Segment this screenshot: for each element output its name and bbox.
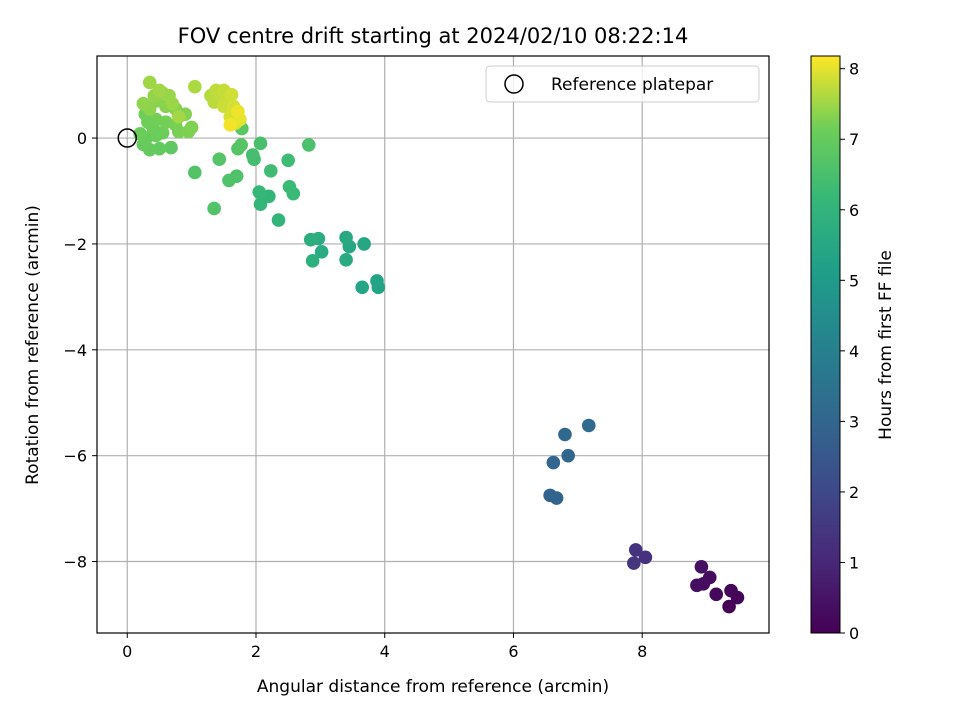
x-axis-label: Angular distance from reference (arcmin) [257, 677, 609, 697]
data-point-9 [628, 543, 643, 557]
legend: Reference platepar [485, 65, 760, 103]
data-point-28 [271, 213, 286, 227]
x-tick-label-1: 2 [251, 642, 261, 661]
y-tick-label-2: −4 [63, 341, 87, 360]
x-tick-label-0: 0 [122, 642, 132, 661]
colorbar-ticks: 0 1 2 3 4 5 6 7 8 [840, 60, 859, 643]
chart-title: FOV centre drift starting at 2024/02/10 … [178, 24, 689, 48]
colorbar-tick-label-6: 6 [849, 201, 859, 220]
colorbar-tick-label-8: 8 [849, 60, 859, 79]
data-point-77 [171, 110, 186, 124]
plot-frame [96, 55, 770, 634]
data-point-16 [581, 418, 596, 433]
data-point-33 [282, 179, 297, 194]
data-point-23 [339, 253, 353, 267]
y-tick-label-1: −2 [63, 235, 87, 254]
data-point-70 [136, 96, 151, 111]
data-point-75 [142, 75, 157, 90]
colorbar-tick-label-7: 7 [849, 130, 859, 149]
data-point-64 [184, 120, 199, 135]
data-point-10 [627, 556, 641, 570]
data-point-44 [212, 152, 227, 167]
data-point-13 [546, 455, 561, 470]
colorbar-tick-label-0: 0 [849, 624, 859, 643]
data-point-12 [549, 491, 564, 505]
data-point-34 [281, 153, 295, 168]
data-point-38 [253, 136, 268, 151]
data-point-14 [561, 448, 575, 463]
colorbar-tick-label-3: 3 [849, 412, 859, 431]
data-point-43 [188, 165, 202, 180]
y-axis-label: Rotation from reference (arcmin) [23, 205, 43, 485]
data-point-92 [223, 118, 238, 132]
y-tick-label-3: −6 [63, 447, 87, 466]
colorbar-tick-label-1: 1 [849, 553, 859, 572]
data-point-7 [694, 560, 709, 574]
colorbar-tick-label-2: 2 [849, 483, 859, 502]
data-point-41 [222, 173, 236, 188]
grid-lines [97, 56, 769, 633]
data-point-42 [207, 201, 221, 216]
data-point-22 [339, 230, 353, 245]
data-point-15 [558, 427, 572, 442]
data-point-30 [253, 197, 268, 212]
colorbar-label: Hours from first FF file [876, 250, 896, 440]
legend-entry-reference: Reference platepar [551, 75, 713, 95]
data-point-26 [303, 232, 318, 247]
data-point-74 [165, 96, 180, 111]
reference-point-marker [117, 128, 138, 148]
data-point-35 [263, 164, 278, 178]
x-axis-ticks: 0 2 4 6 8 [122, 633, 647, 661]
y-axis-ticks: 0 −2 −4 −6 −8 [63, 129, 97, 572]
data-point-76 [152, 83, 167, 98]
data-point-3 [709, 587, 724, 602]
data-point-78 [188, 79, 202, 94]
data-point-46 [234, 138, 248, 152]
data-point-86 [224, 87, 239, 102]
data-point-37 [245, 148, 260, 162]
data-point-24 [314, 245, 329, 259]
colorbar-tick-label-4: 4 [849, 342, 859, 361]
data-point-48 [164, 140, 178, 155]
data-point-31 [252, 185, 267, 199]
data-point-39 [301, 138, 316, 152]
data-point-0 [722, 599, 736, 614]
y-tick-label-0: 0 [77, 129, 87, 148]
data-point-20 [357, 237, 371, 251]
data-point-18 [370, 274, 384, 288]
x-tick-label-2: 4 [380, 642, 390, 661]
data-point-6 [690, 578, 704, 593]
data-point-91 [231, 104, 245, 119]
legend-box [485, 65, 760, 103]
colorbar-tick-label-5: 5 [849, 271, 859, 290]
colorbar-gradient [810, 55, 841, 634]
data-point-62 [171, 124, 186, 139]
data-point-8 [638, 550, 653, 565]
data-point-85 [217, 99, 231, 114]
x-tick-label-3: 6 [508, 642, 518, 661]
colorbar: 0 1 2 3 4 5 6 7 8 Hours from first FF file [810, 55, 896, 643]
y-tick-label-4: −8 [63, 553, 87, 572]
data-point-27 [305, 254, 320, 268]
data-point-19 [355, 280, 369, 295]
data-points [133, 75, 745, 614]
legend-marker-reference [504, 74, 524, 94]
data-point-2 [724, 583, 738, 598]
x-tick-label-4: 8 [637, 642, 647, 661]
